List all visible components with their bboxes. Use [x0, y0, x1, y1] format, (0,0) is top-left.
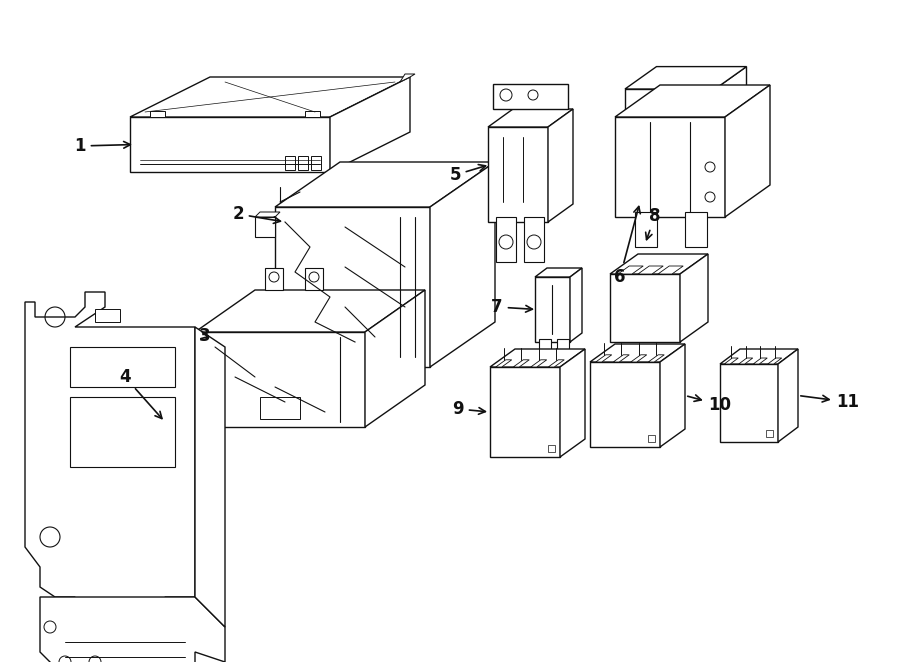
Polygon shape: [400, 74, 415, 82]
Polygon shape: [648, 355, 664, 362]
Polygon shape: [766, 430, 773, 437]
Polygon shape: [496, 360, 512, 367]
Polygon shape: [753, 358, 767, 364]
Text: 11: 11: [801, 393, 860, 411]
Text: 9: 9: [452, 400, 485, 418]
Polygon shape: [725, 85, 770, 217]
Polygon shape: [720, 364, 778, 442]
Polygon shape: [513, 360, 529, 367]
Polygon shape: [570, 268, 582, 342]
Polygon shape: [660, 344, 685, 447]
Polygon shape: [724, 358, 738, 364]
Polygon shape: [275, 162, 495, 207]
Polygon shape: [298, 156, 308, 170]
Polygon shape: [685, 212, 707, 247]
Polygon shape: [195, 290, 425, 332]
Polygon shape: [635, 212, 657, 247]
Polygon shape: [130, 77, 410, 117]
Polygon shape: [531, 360, 547, 367]
Polygon shape: [739, 358, 752, 364]
Polygon shape: [539, 339, 551, 364]
Polygon shape: [631, 355, 647, 362]
Polygon shape: [488, 109, 573, 127]
Polygon shape: [535, 277, 570, 342]
Polygon shape: [195, 332, 365, 427]
Polygon shape: [590, 362, 660, 447]
Text: 7: 7: [491, 298, 533, 316]
Polygon shape: [535, 268, 582, 277]
Polygon shape: [715, 67, 746, 117]
Polygon shape: [615, 117, 725, 217]
Polygon shape: [265, 268, 283, 290]
Polygon shape: [613, 355, 629, 362]
Polygon shape: [260, 397, 300, 419]
Polygon shape: [330, 77, 410, 172]
Text: 2: 2: [232, 205, 281, 223]
Polygon shape: [25, 292, 195, 607]
Polygon shape: [490, 367, 560, 457]
Polygon shape: [720, 349, 798, 364]
Polygon shape: [305, 111, 320, 117]
Polygon shape: [70, 397, 175, 467]
Polygon shape: [768, 358, 782, 364]
Polygon shape: [275, 207, 430, 367]
Polygon shape: [255, 217, 275, 237]
Polygon shape: [638, 266, 663, 274]
Polygon shape: [493, 84, 568, 109]
Polygon shape: [615, 85, 770, 117]
Polygon shape: [40, 597, 225, 662]
Text: 6: 6: [614, 207, 640, 286]
Polygon shape: [130, 117, 330, 172]
Polygon shape: [365, 290, 425, 427]
Text: 10: 10: [688, 395, 732, 414]
Polygon shape: [430, 162, 495, 367]
Polygon shape: [590, 344, 685, 362]
Polygon shape: [335, 337, 385, 359]
Polygon shape: [596, 355, 612, 362]
Polygon shape: [488, 127, 548, 222]
Polygon shape: [548, 109, 573, 222]
Polygon shape: [305, 268, 323, 290]
Text: 5: 5: [449, 165, 486, 184]
Polygon shape: [560, 349, 585, 457]
Text: 8: 8: [645, 207, 661, 240]
Polygon shape: [625, 89, 715, 117]
Polygon shape: [610, 254, 708, 274]
Polygon shape: [150, 111, 165, 117]
Polygon shape: [95, 309, 120, 322]
Polygon shape: [625, 67, 746, 89]
Polygon shape: [311, 156, 321, 170]
Polygon shape: [496, 217, 516, 262]
Polygon shape: [490, 349, 585, 367]
Text: 3: 3: [199, 327, 211, 345]
Polygon shape: [610, 274, 680, 342]
Polygon shape: [658, 266, 683, 274]
Polygon shape: [680, 254, 708, 342]
Polygon shape: [548, 360, 564, 367]
Polygon shape: [625, 95, 746, 117]
Polygon shape: [195, 327, 225, 627]
Polygon shape: [778, 349, 798, 442]
Polygon shape: [557, 339, 569, 364]
Text: 4: 4: [119, 368, 162, 418]
Polygon shape: [548, 445, 555, 452]
Polygon shape: [70, 347, 175, 387]
Polygon shape: [618, 266, 644, 274]
Polygon shape: [524, 217, 544, 262]
Polygon shape: [255, 212, 280, 217]
Text: 1: 1: [75, 137, 130, 155]
Polygon shape: [285, 156, 295, 170]
Polygon shape: [648, 435, 655, 442]
